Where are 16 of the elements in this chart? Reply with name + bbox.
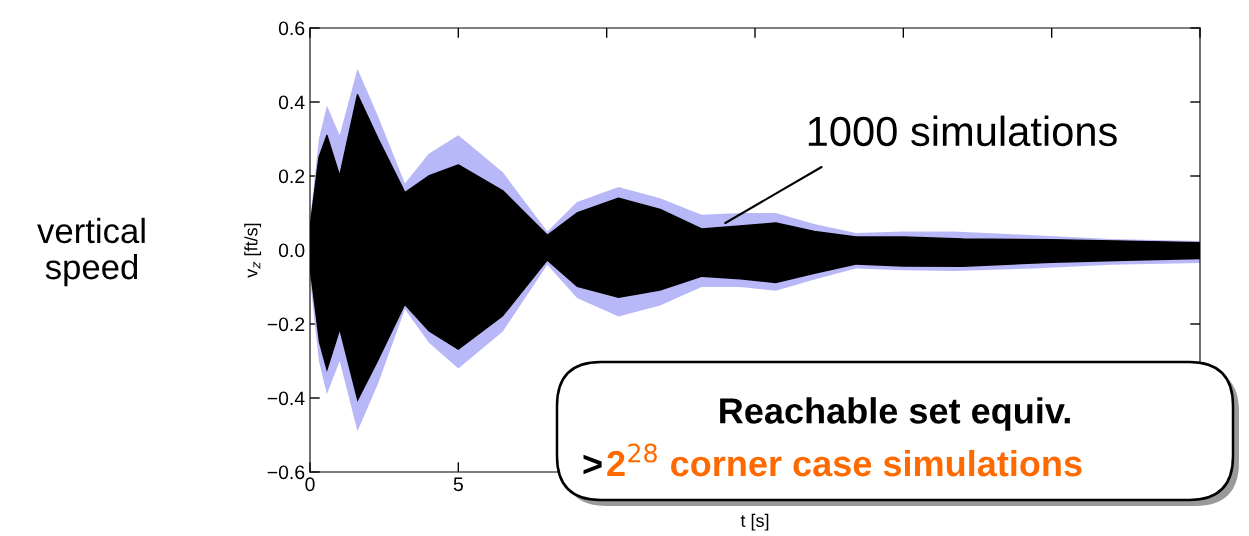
y-tick-label: 0.0 <box>278 243 305 258</box>
x-axis-title: t [s] <box>740 513 769 531</box>
annotation: Reachable set equiv. <box>720 397 1070 431</box>
y-axis-title: v$_{z}$ [ft/s] <box>244 223 262 278</box>
annotation: 1000 simulations <box>808 115 1117 147</box>
text: vertical speed <box>37 217 145 287</box>
y-tick-label: 0.2 <box>278 169 305 184</box>
annotation: > <box>583 454 602 475</box>
y-tick-label: −0.4 <box>267 391 305 406</box>
y-tick-label: 0.4 <box>278 95 305 110</box>
y-tick-label: 0.6 <box>278 21 305 36</box>
annotation: 2$^{28}$ corner case simulations <box>607 443 1082 477</box>
y-tick-label: −0.6 <box>267 465 305 480</box>
y-tick-label: −0.2 <box>267 317 305 332</box>
x-tick-label: 5 <box>453 477 463 492</box>
x-tick-label: 0 <box>305 477 315 492</box>
